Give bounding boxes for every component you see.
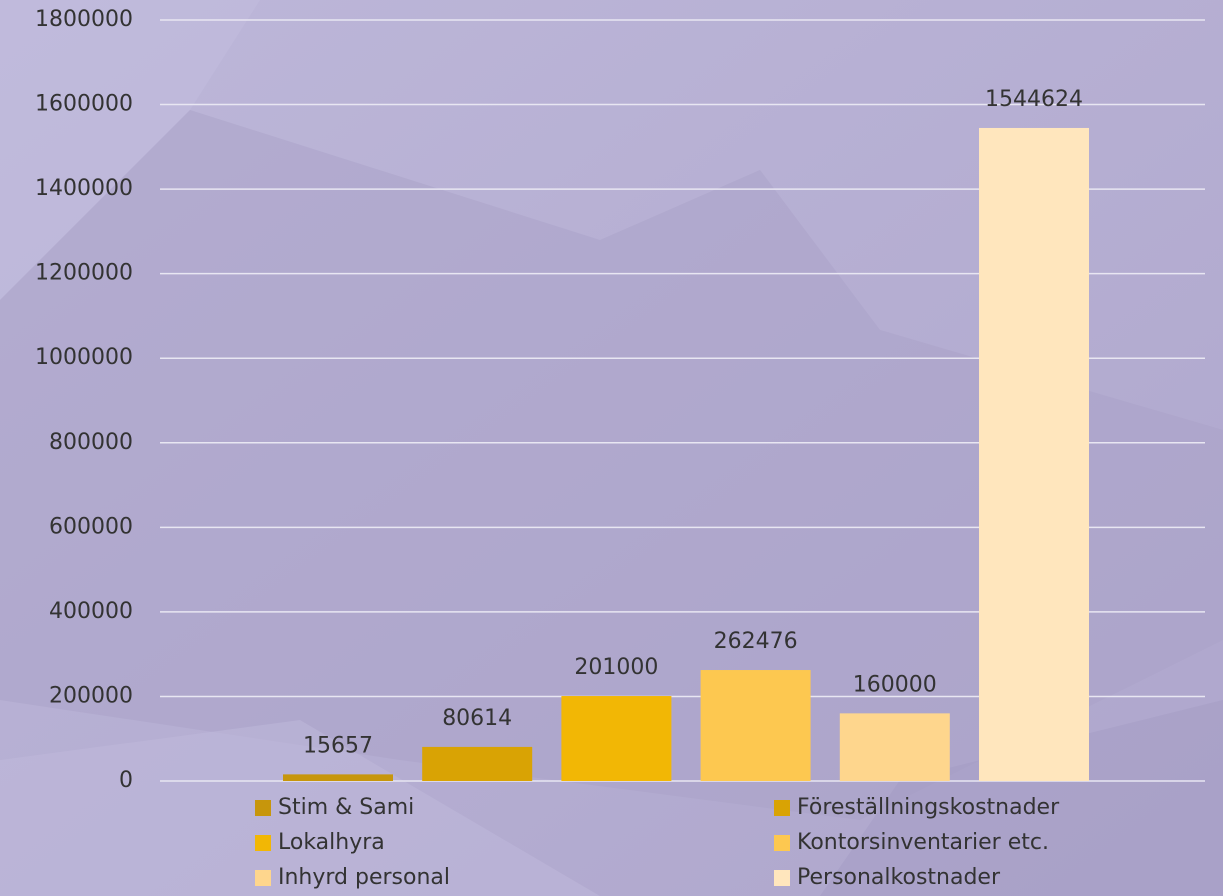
- data-label: 15657: [303, 733, 373, 758]
- y-tick-label: 1400000: [35, 176, 133, 201]
- y-tick-label: 200000: [49, 683, 133, 708]
- data-label: 262476: [714, 629, 798, 654]
- y-tick-label: 0: [119, 768, 133, 793]
- bar: [840, 713, 950, 781]
- data-label: 160000: [853, 672, 937, 697]
- legend-swatch: [774, 870, 790, 886]
- legend-label: Inhyrd personal: [278, 865, 450, 890]
- data-label: 1544624: [985, 87, 1083, 112]
- y-tick-label: 1600000: [35, 92, 133, 117]
- legend-label: Stim & Sami: [278, 795, 414, 820]
- legend-swatch: [255, 800, 271, 816]
- legend-label: Föreställningskostnader: [797, 795, 1060, 820]
- legend-swatch: [255, 835, 271, 851]
- bar: [561, 696, 671, 781]
- y-tick-label: 800000: [49, 430, 133, 455]
- y-tick-label: 400000: [49, 599, 133, 624]
- y-tick-label: 1000000: [35, 345, 133, 370]
- bar: [283, 774, 393, 781]
- bar: [422, 747, 532, 781]
- y-tick-label: 1200000: [35, 261, 133, 286]
- legend-label: Lokalhyra: [278, 830, 385, 855]
- legend-swatch: [774, 800, 790, 816]
- bar: [701, 670, 811, 781]
- legend-label: Kontorsinventarier etc.: [797, 830, 1049, 855]
- y-tick-label: 1800000: [35, 7, 133, 32]
- bar: [979, 128, 1089, 781]
- legend-label: Personalkostnader: [797, 865, 1001, 890]
- y-tick-label: 600000: [49, 514, 133, 539]
- legend-swatch: [774, 835, 790, 851]
- chart: 0 200000 400000 600000 800000 1000000 1200000 1…: [0, 0, 1223, 896]
- legend-swatch: [255, 870, 271, 886]
- data-label: 201000: [574, 655, 658, 680]
- data-label: 80614: [442, 706, 512, 731]
